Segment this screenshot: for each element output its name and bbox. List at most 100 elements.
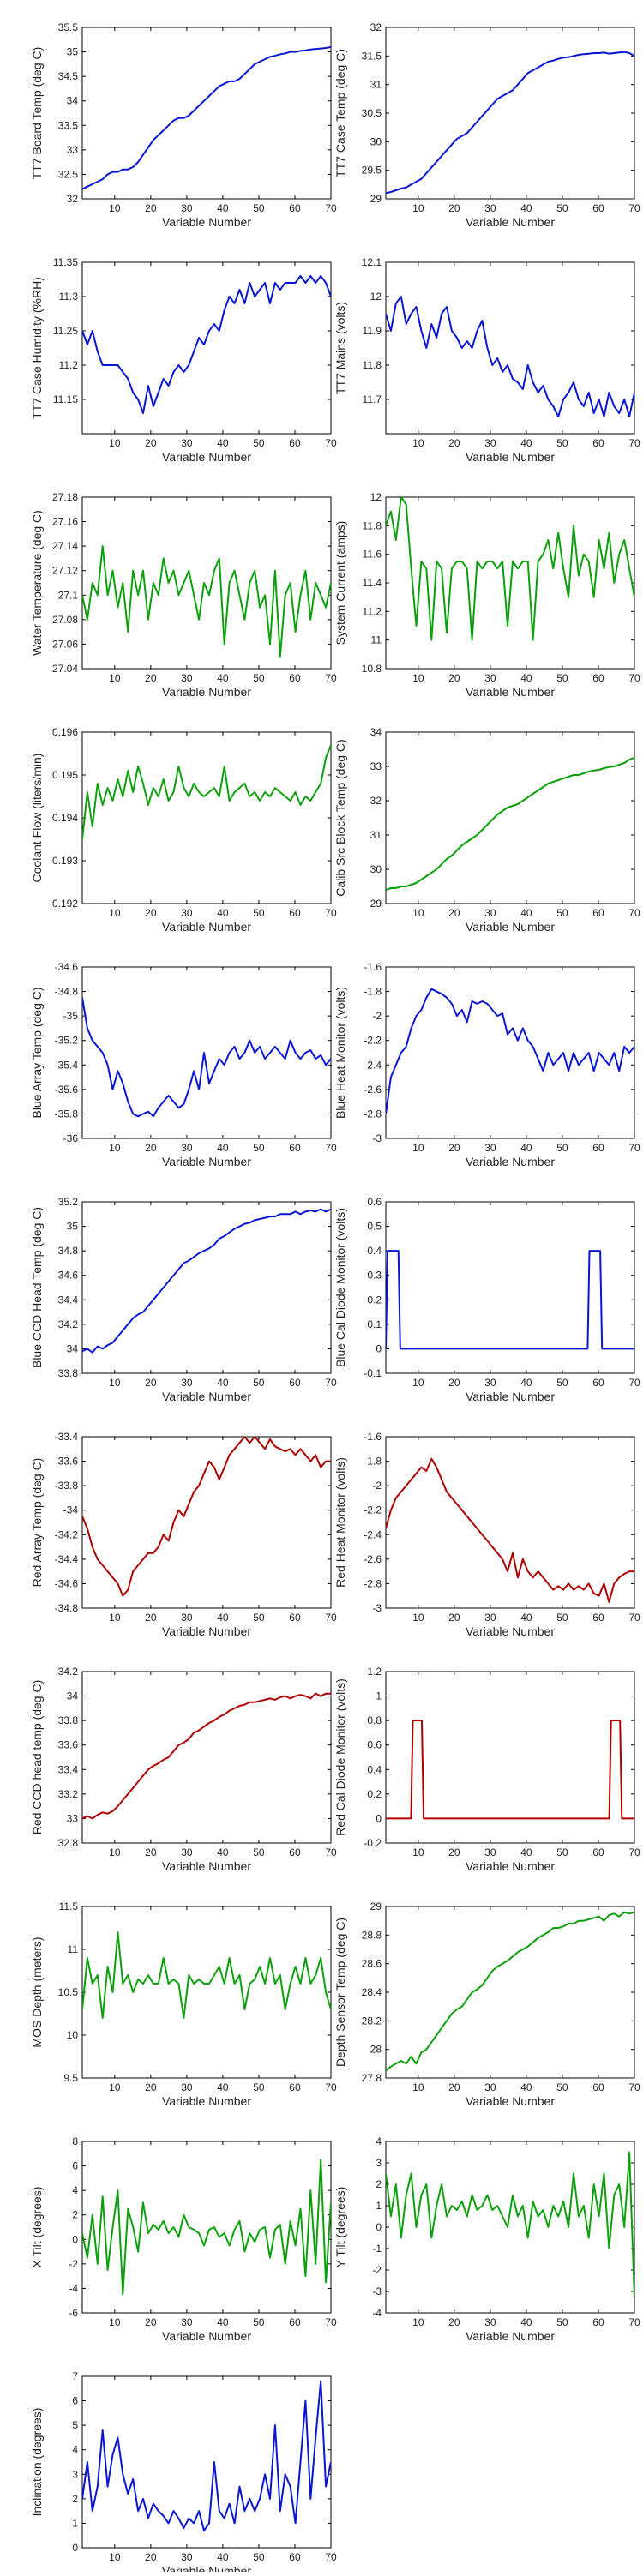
chart-panel-11: 10 20 30 40 50 60 70 33.8 34 34.2 34.4 34.6 34.8 35 35… bbox=[30, 1196, 337, 1403]
y-tick-label: 30 bbox=[370, 135, 382, 147]
y-tick-label: 35.5 bbox=[58, 21, 79, 33]
x-tick-label: 20 bbox=[145, 202, 157, 214]
x-axis-label: Variable Number bbox=[162, 1624, 251, 1638]
plot-frame bbox=[81, 27, 332, 200]
y-tick-label: 7 bbox=[72, 2370, 78, 2382]
y-tick-label: 33.5 bbox=[58, 119, 79, 131]
x-tick-label: 70 bbox=[628, 437, 640, 449]
x-tick-label: 40 bbox=[217, 1142, 229, 1154]
y-tick-label: -4 bbox=[372, 2307, 382, 2319]
y-tick-label: 10 bbox=[67, 2029, 79, 2041]
y-tick-label: -2 bbox=[372, 1010, 382, 1022]
x-tick-label: 50 bbox=[556, 1846, 568, 1858]
y-tick-label: 27.14 bbox=[52, 540, 78, 552]
y-tick-label: 34.2 bbox=[58, 1318, 79, 1330]
x-tick-label: 10 bbox=[412, 202, 424, 214]
y-tick-label: 5 bbox=[72, 2419, 78, 2431]
x-tick-label: 30 bbox=[484, 1142, 496, 1154]
y-tick-label: 2 bbox=[72, 2493, 78, 2505]
chart-panel-7: 10 20 30 40 50 60 70 0.192 0.193 0.194 0.195 0.196 V… bbox=[30, 726, 337, 934]
y-tick-label: 6 bbox=[72, 2395, 78, 2407]
x-tick-label: 20 bbox=[448, 437, 460, 449]
plot-frame bbox=[81, 2375, 332, 2549]
chart-panel-21: 10 20 30 40 50 60 70 0 1 2 3 4 5 6 7 Variable Number Inc… bbox=[30, 2370, 337, 2576]
x-tick-label: 60 bbox=[289, 202, 301, 214]
y-tick-label: 0.1 bbox=[367, 1318, 382, 1330]
chart-panel-19: 10 20 30 40 50 60 70 -6 -4 -2 0 2 4 6 8 Variable Number… bbox=[30, 2135, 337, 2343]
y-tick-label: -35.2 bbox=[55, 1035, 79, 1047]
x-tick-label: 30 bbox=[181, 2551, 193, 2563]
y-axis-label: Blue Heat Monitor (volts) bbox=[334, 987, 347, 1119]
x-axis-label: Variable Number bbox=[162, 450, 251, 464]
x-tick-label: 40 bbox=[520, 2081, 532, 2093]
y-axis-label: Coolant Flow (liters/min) bbox=[30, 754, 44, 883]
y-axis-label: TT7 Case Temp (deg C) bbox=[334, 49, 347, 177]
x-tick-label: 10 bbox=[109, 1612, 121, 1624]
x-tick-label: 60 bbox=[289, 672, 301, 684]
x-tick-label: 10 bbox=[109, 1142, 121, 1154]
y-tick-label: 0.8 bbox=[367, 1714, 382, 1726]
x-axis-label: Variable Number bbox=[162, 920, 251, 934]
y-tick-label: 9.5 bbox=[63, 2072, 78, 2084]
x-tick-label: 50 bbox=[556, 2081, 568, 2093]
y-axis-label: Inclination (degrees) bbox=[30, 2408, 44, 2517]
y-tick-label: 35 bbox=[67, 46, 79, 58]
chart-panel-15: 10 20 30 40 50 60 70 32.8 33 33.2 33.4 33.6 33.8 34 34… bbox=[30, 1666, 337, 1873]
x-tick-label: 10 bbox=[109, 2551, 121, 2563]
y-tick-label: 1.2 bbox=[367, 1666, 382, 1678]
x-tick-label: 60 bbox=[592, 907, 604, 919]
y-axis-label: Depth Sensor Temp (deg C) bbox=[334, 1918, 347, 2067]
y-tick-label: 0.4 bbox=[367, 1763, 382, 1775]
y-tick-label: 34.2 bbox=[58, 1666, 79, 1678]
x-tick-label: 60 bbox=[289, 2081, 301, 2093]
y-tick-label: 27.18 bbox=[52, 491, 78, 503]
x-tick-label: 50 bbox=[556, 672, 568, 684]
x-axis-label: Variable Number bbox=[162, 685, 251, 699]
x-tick-label: 70 bbox=[325, 672, 337, 684]
x-tick-label: 10 bbox=[412, 1846, 424, 1858]
y-tick-label: -4 bbox=[69, 2282, 78, 2294]
x-tick-label: 50 bbox=[253, 907, 265, 919]
y-axis-label: Red CCD head temp (deg C) bbox=[30, 1680, 44, 1835]
x-tick-label: 50 bbox=[253, 1612, 265, 1624]
chart-panel-20: 10 20 30 40 50 60 70 -4 -3 -2 -1 0 1 2 3 4 Variable Numb… bbox=[334, 2135, 640, 2343]
x-tick-label: 50 bbox=[253, 437, 265, 449]
x-tick-label: 60 bbox=[592, 2081, 604, 2093]
y-tick-label: -34.6 bbox=[55, 961, 79, 973]
x-tick-label: 20 bbox=[145, 2081, 157, 2093]
y-axis-label: Y Tilt (degrees) bbox=[334, 2187, 347, 2268]
x-tick-label: 60 bbox=[592, 1377, 604, 1389]
x-tick-label: 20 bbox=[448, 1612, 460, 1624]
x-tick-label: 30 bbox=[181, 437, 193, 449]
chart-panel-3: 10 20 30 40 50 60 70 11.15 11.2 11.25 11.3 11.35 Var… bbox=[30, 256, 337, 464]
series-line bbox=[82, 545, 331, 658]
plot-frame bbox=[81, 496, 332, 670]
y-tick-label: 28.6 bbox=[362, 1958, 382, 1970]
y-tick-label: 0.6 bbox=[367, 1196, 382, 1208]
x-tick-label: 30 bbox=[484, 202, 496, 214]
y-tick-label: 11.8 bbox=[363, 519, 382, 531]
y-tick-label: -35.8 bbox=[55, 1108, 79, 1120]
y-axis-label: Calib Src Block Temp (deg C) bbox=[334, 739, 347, 896]
plot-frame bbox=[385, 731, 635, 904]
series-line bbox=[82, 2159, 331, 2296]
x-tick-label: 50 bbox=[556, 1142, 568, 1154]
x-tick-label: 10 bbox=[412, 1142, 424, 1154]
x-tick-label: 70 bbox=[628, 2081, 640, 2093]
x-axis-label: Variable Number bbox=[162, 215, 251, 229]
y-tick-label: 30.5 bbox=[362, 107, 382, 119]
x-tick-label: 60 bbox=[592, 202, 604, 214]
y-tick-label: 33 bbox=[67, 1812, 79, 1824]
y-axis-label: Red Array Temp (deg C) bbox=[30, 1458, 44, 1588]
series-line bbox=[82, 1208, 331, 1354]
x-tick-label: 30 bbox=[484, 907, 496, 919]
y-tick-label: 33.2 bbox=[58, 1788, 79, 1800]
x-tick-label: 60 bbox=[289, 1142, 301, 1154]
y-axis-label: Blue Cal Diode Monitor (volts) bbox=[334, 1208, 347, 1367]
x-tick-label: 50 bbox=[253, 2551, 265, 2563]
x-tick-label: 60 bbox=[592, 2316, 604, 2328]
x-tick-label: 30 bbox=[181, 2081, 193, 2093]
x-axis-label: Variable Number bbox=[466, 2094, 555, 2108]
y-tick-label: -2.8 bbox=[364, 1577, 382, 1589]
